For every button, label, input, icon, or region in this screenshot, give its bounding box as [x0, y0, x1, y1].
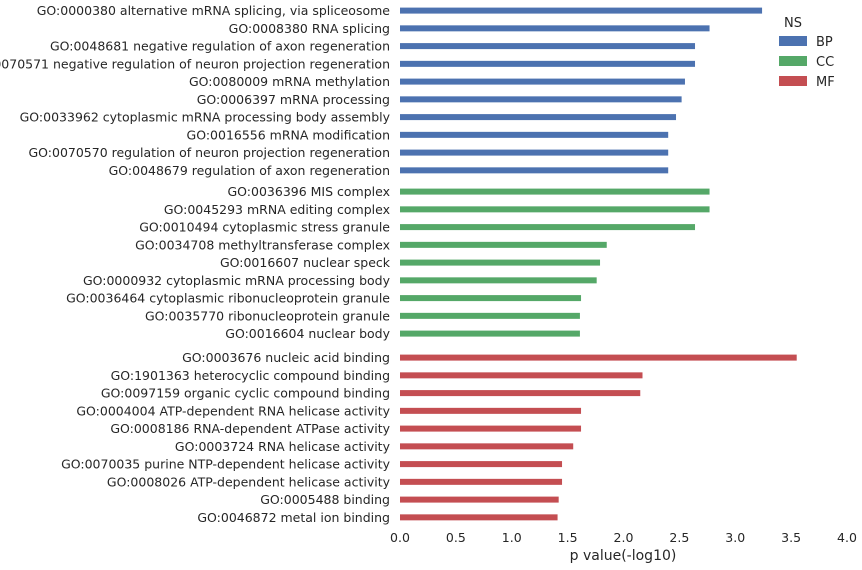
y-tick-label: GO:0070571 negative regulation of neuron…	[0, 56, 390, 71]
legend-label-cc: CC	[816, 55, 834, 70]
y-tick-label: GO:0080009 mRNA methylation	[189, 74, 390, 89]
bar-mf	[400, 390, 641, 397]
bar-bp	[400, 114, 677, 121]
legend-entries: BP CC MF	[779, 35, 835, 90]
bar-mf	[400, 478, 563, 485]
y-tick-labels: GO:0000380 alternative mRNA splicing, vi…	[0, 3, 391, 525]
y-tick-label: GO:0016556 mRNA modification	[187, 127, 390, 142]
y-tick-label: GO:0008380 RNA splicing	[229, 21, 390, 36]
bar-cc	[400, 330, 580, 337]
x-tick-label: 2.0	[614, 530, 634, 545]
bar-mf	[400, 496, 559, 503]
y-tick-label: GO:0048679 regulation of axon regenerati…	[109, 163, 390, 178]
legend-label-bp: BP	[816, 35, 833, 50]
legend: NS BP CC MF	[779, 16, 835, 90]
x-tick-labels: 0.0 0.5 1.0 1.5 2.0 2.5 3.0 3.5 4.0	[390, 530, 857, 545]
bar-mf	[400, 354, 797, 361]
bar-cc	[400, 259, 601, 266]
y-tick-label: GO:0070035 purine NTP-dependent helicase…	[61, 457, 391, 472]
bar-cc	[400, 241, 607, 248]
y-tick-label: GO:0036464 cytoplasmic ribonucleoprotein…	[66, 291, 390, 306]
y-tick-label: GO:0035770 ribonucleoprotein granule	[145, 308, 390, 323]
x-tick-label: 4.0	[837, 530, 857, 545]
y-tick-label: GO:0008186 RNA-dependent ATPase activity	[110, 421, 390, 436]
bar-bp	[400, 78, 685, 85]
y-tick-label: GO:0008026 ATP-dependent helicase activi…	[107, 474, 391, 489]
y-tick-label: GO:0004004 ATP-dependent RNA helicase ac…	[76, 403, 390, 418]
bar-mf	[400, 461, 563, 468]
y-tick-label: GO:0016607 nuclear speck	[220, 255, 391, 270]
x-tick-label: 0.5	[446, 530, 466, 545]
bar-bp	[400, 96, 682, 103]
x-tick-label: 3.5	[781, 530, 801, 545]
legend-swatch-mf	[779, 76, 807, 86]
bar-mf	[400, 407, 582, 414]
bar-bp	[400, 131, 669, 138]
y-tick-label: GO:0070570 regulation of neuron projecti…	[28, 145, 390, 160]
y-tick-label: GO:0006397 mRNA processing	[197, 92, 390, 107]
bar-cc	[400, 277, 597, 284]
y-tick-label: GO:0034708 methyltransferase complex	[135, 237, 390, 252]
bar-mf	[400, 425, 582, 432]
y-tick-label: GO:0046872 metal ion binding	[197, 510, 390, 525]
x-tick-label: 0.0	[390, 530, 410, 545]
bar-bp	[400, 149, 669, 156]
legend-swatch-cc	[779, 56, 807, 66]
bar-bp	[400, 25, 710, 32]
bar-bp	[400, 43, 696, 50]
legend-swatch-bp	[779, 36, 807, 46]
bar-mf	[400, 372, 643, 379]
x-tick-label: 2.5	[669, 530, 689, 545]
bar-cc	[400, 295, 582, 302]
bar-cc	[400, 206, 710, 213]
y-tick-label: GO:0005488 binding	[260, 492, 390, 507]
legend-title: NS	[784, 16, 802, 31]
y-tick-label: GO:0036396 MIS complex	[227, 184, 390, 199]
bar-bp	[400, 60, 696, 67]
bar-bp	[400, 167, 669, 174]
y-tick-label: GO:0003724 RNA helicase activity	[175, 439, 391, 454]
y-tick-label: GO:0097159 organic cyclic compound bindi…	[101, 386, 390, 401]
y-tick-label: GO:0045293 mRNA editing complex	[164, 202, 390, 217]
bar-cc	[400, 188, 710, 195]
x-tick-label: 1.0	[502, 530, 522, 545]
y-tick-label: GO:0048681 negative regulation of axon r…	[50, 39, 390, 54]
y-tick-label: GO:0000380 alternative mRNA splicing, vi…	[37, 3, 391, 18]
bar-cc	[400, 224, 696, 231]
bar-mf	[400, 514, 558, 521]
y-tick-label: GO:0010494 cytoplasmic stress granule	[139, 220, 390, 235]
y-tick-label: GO:0016604 nuclear body	[225, 326, 390, 341]
bar-mf	[400, 443, 574, 450]
legend-label-mf: MF	[816, 75, 835, 90]
y-tick-label: GO:0033962 cytoplasmic mRNA processing b…	[20, 110, 391, 125]
y-tick-label: GO:1901363 heterocyclic compound binding	[111, 368, 390, 383]
bar-cc	[400, 312, 580, 319]
bar-bp	[400, 7, 763, 14]
y-tick-label: GO:0003676 nucleic acid binding	[182, 350, 390, 365]
bar-group	[400, 7, 797, 521]
x-tick-label: 1.5	[558, 530, 578, 545]
x-tick-label: 3.0	[725, 530, 745, 545]
y-tick-label: GO:0000932 cytoplasmic mRNA processing b…	[83, 273, 391, 288]
x-axis-label: p value(-log10)	[570, 548, 677, 564]
